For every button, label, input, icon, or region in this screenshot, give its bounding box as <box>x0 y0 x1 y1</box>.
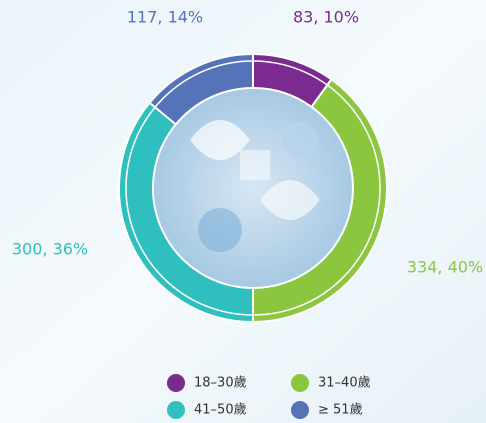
value-label: 83, 10% <box>293 8 359 27</box>
legend-swatch <box>291 401 309 419</box>
value-label: 300, 36% <box>12 240 88 259</box>
legend-label: 41–50歲 <box>194 403 247 418</box>
donut-slice <box>148 52 254 126</box>
center-image <box>153 88 353 288</box>
value-label: 334, 40% <box>407 258 483 277</box>
legend-swatch <box>167 374 185 392</box>
value-label: 117, 14% <box>127 8 203 27</box>
ring-line <box>125 60 381 316</box>
legend-label: 31–40歲 <box>318 376 371 391</box>
legend-label: ≥ 51歲 <box>318 403 363 418</box>
legend-swatch <box>167 401 185 419</box>
legend-swatch <box>291 374 309 392</box>
legend-label: 18–30歲 <box>194 376 247 391</box>
